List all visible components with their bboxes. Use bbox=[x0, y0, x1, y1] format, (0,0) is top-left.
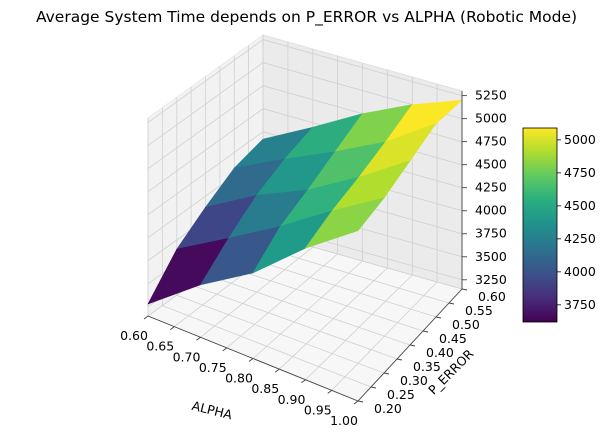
y-tick-mark bbox=[357, 400, 364, 403]
y-tick-label: 0.45 bbox=[439, 331, 467, 346]
x-tick-label: 0.90 bbox=[278, 392, 306, 407]
y-tick-mark bbox=[435, 316, 442, 319]
grid-line-z bbox=[147, 62, 463, 146]
z-tick-label: 4750 bbox=[475, 134, 507, 149]
grid-line-y bbox=[176, 97, 385, 374]
z-tick-label: 5000 bbox=[475, 111, 507, 126]
surface-patch bbox=[304, 197, 385, 249]
x-tick-label: 0.70 bbox=[173, 349, 201, 364]
colorbar-tick-label: 4750 bbox=[564, 165, 596, 180]
x-tick-label: 0.95 bbox=[304, 402, 332, 417]
x-tick-label: 0.60 bbox=[120, 328, 148, 343]
x-tick-mark bbox=[196, 336, 201, 341]
x-tick-mark bbox=[327, 390, 333, 394]
y-tick-mark bbox=[461, 288, 468, 291]
y-tick-mark bbox=[396, 358, 403, 361]
y-tick-mark bbox=[422, 330, 429, 333]
x-tick-mark bbox=[222, 347, 228, 352]
x-axis-label: ALPHA bbox=[190, 398, 234, 423]
y-tick-label: 0.60 bbox=[478, 289, 506, 304]
z-tick-label: 5250 bbox=[475, 88, 507, 103]
y-tick-mark bbox=[383, 372, 390, 375]
x-tick-label: 0.80 bbox=[225, 371, 253, 386]
y-tick-label: 0.55 bbox=[465, 303, 493, 318]
chart-title: Average System Time depends on P_ERROR v… bbox=[35, 8, 578, 26]
x-tick-mark bbox=[143, 315, 149, 320]
z-tick-label: 3750 bbox=[475, 226, 507, 241]
z-tick-label: 4250 bbox=[475, 180, 507, 195]
z-tick-label: 3500 bbox=[475, 249, 507, 264]
x-tick-mark bbox=[274, 368, 280, 373]
z-tick-label: 4500 bbox=[475, 157, 507, 172]
x-tick-label: 0.75 bbox=[199, 360, 227, 375]
y-tick-label: 0.25 bbox=[387, 387, 415, 402]
axes: 0.600.650.700.750.800.850.900.951.000.20… bbox=[120, 88, 507, 428]
x-tick-label: 1.00 bbox=[330, 413, 358, 428]
colorbar-tick-label: 5000 bbox=[564, 132, 596, 147]
colorbar: 3750 4000 4250 4500 4750 5000 bbox=[522, 127, 596, 323]
grid-line-z bbox=[147, 39, 463, 123]
colorbar-gradient bbox=[522, 127, 558, 323]
x-tick-mark bbox=[353, 400, 359, 405]
grid-line-y bbox=[161, 107, 372, 388]
y-tick-mark bbox=[370, 386, 377, 389]
colorbar-tick-label: 3750 bbox=[564, 297, 596, 312]
z-tick-label: 4000 bbox=[475, 203, 507, 218]
x-tick-mark bbox=[169, 326, 175, 330]
x-tick-mark bbox=[248, 358, 254, 362]
z-tick-label: 3250 bbox=[475, 272, 507, 287]
y-tick-label: 0.20 bbox=[374, 401, 402, 416]
y-tick-label: 0.30 bbox=[400, 373, 428, 388]
y-tick-label: 0.35 bbox=[413, 359, 441, 374]
y-tick-label: 0.40 bbox=[426, 345, 454, 360]
x-tick-mark bbox=[301, 379, 306, 384]
y-tick-mark bbox=[409, 344, 416, 347]
y-tick-mark bbox=[448, 302, 455, 305]
colorbar-tick-label: 4500 bbox=[564, 198, 596, 213]
y-tick-label: 0.50 bbox=[452, 317, 480, 332]
colorbar-tick-label: 4250 bbox=[564, 231, 596, 246]
colorbar-tick-label: 4000 bbox=[564, 264, 596, 279]
surface bbox=[147, 99, 463, 305]
x-tick-label: 0.65 bbox=[146, 339, 174, 354]
x-tick-label: 0.85 bbox=[251, 381, 279, 396]
